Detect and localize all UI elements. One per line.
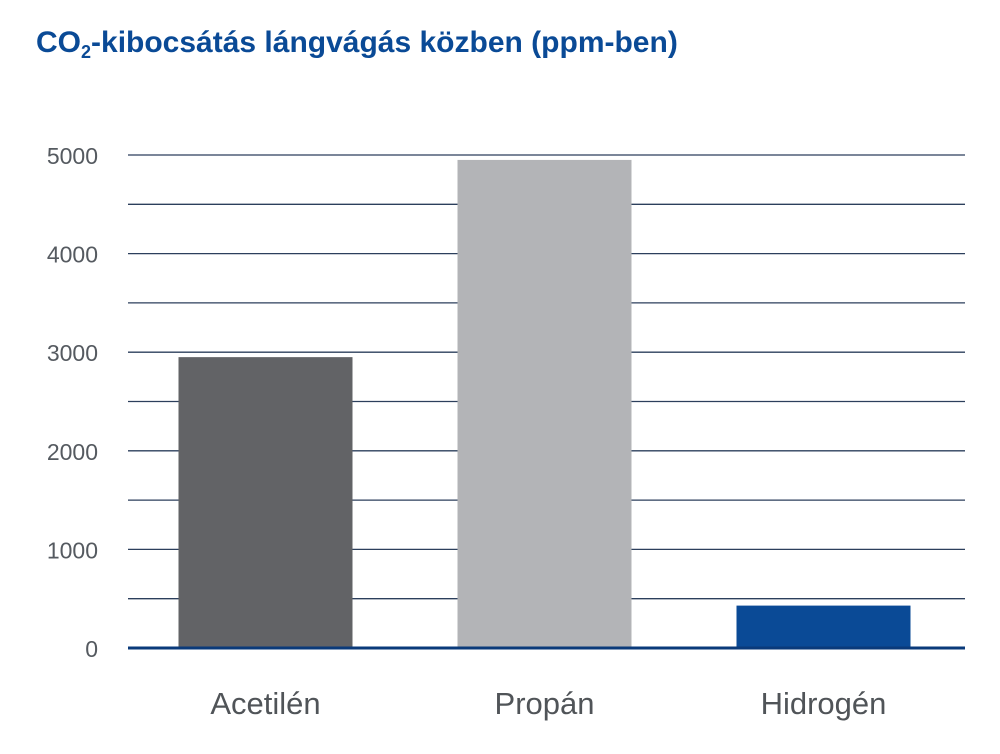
- bar-propán: [457, 159, 632, 648]
- y-tick-label: 0: [85, 636, 98, 662]
- bar-hidrogén: [736, 605, 911, 648]
- x-category-label: Hidrogén: [761, 686, 887, 721]
- title-co: CO: [36, 26, 81, 59]
- y-tick-label: 2000: [47, 439, 98, 465]
- title-subscript-2: 2: [81, 42, 92, 62]
- y-tick-label: 1000: [47, 537, 98, 563]
- y-axis-ticks: 0 1000 2000 3000 4000 5000: [47, 143, 98, 662]
- y-tick-label: 5000: [47, 143, 98, 169]
- x-category-label: Acetilén: [210, 686, 320, 721]
- chart-title: CO2-kibocsátás lángvágás közben (ppm-ben…: [36, 26, 678, 63]
- x-category-label: Propán: [495, 686, 595, 721]
- bars: [178, 159, 911, 648]
- y-tick-label: 3000: [47, 340, 98, 366]
- x-axis-labels: Acetilén Propán Hidrogén: [210, 686, 886, 721]
- title-rest: -kibocsátás lángvágás közben (ppm-ben): [91, 26, 678, 59]
- y-tick-label: 4000: [47, 242, 98, 268]
- bar-acetilén: [178, 357, 353, 648]
